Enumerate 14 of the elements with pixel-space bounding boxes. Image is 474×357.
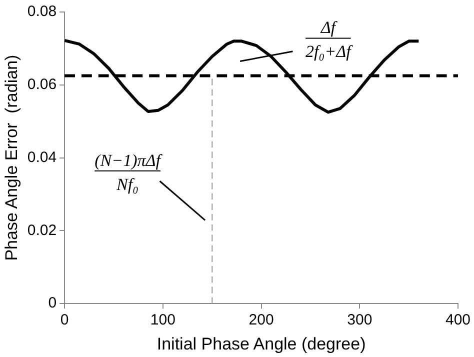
x-tick-label: 400 <box>445 312 471 329</box>
y-tick-label: 0.02 <box>27 222 57 239</box>
x-tick-label: 0 <box>60 312 69 329</box>
x-tick-label: 100 <box>150 312 176 329</box>
x-axis-title: Initial Phase Angle (degree) <box>156 334 366 354</box>
y-tick-label: 0.08 <box>27 3 57 20</box>
annotation: Δf 2f₀+Δf <box>306 18 354 62</box>
y-tick-label: 0.04 <box>27 148 57 166</box>
x-tick-label: 300 <box>347 312 372 329</box>
y-tick-label: 0 <box>48 294 57 312</box>
annotation: (N−1)πΔf Nf₀ <box>94 150 163 194</box>
y-axis-title: Phase Angle Error (radian) <box>2 54 21 261</box>
y-tick-label: 0.06 <box>27 76 57 94</box>
x-tick-label: 200 <box>248 312 274 329</box>
